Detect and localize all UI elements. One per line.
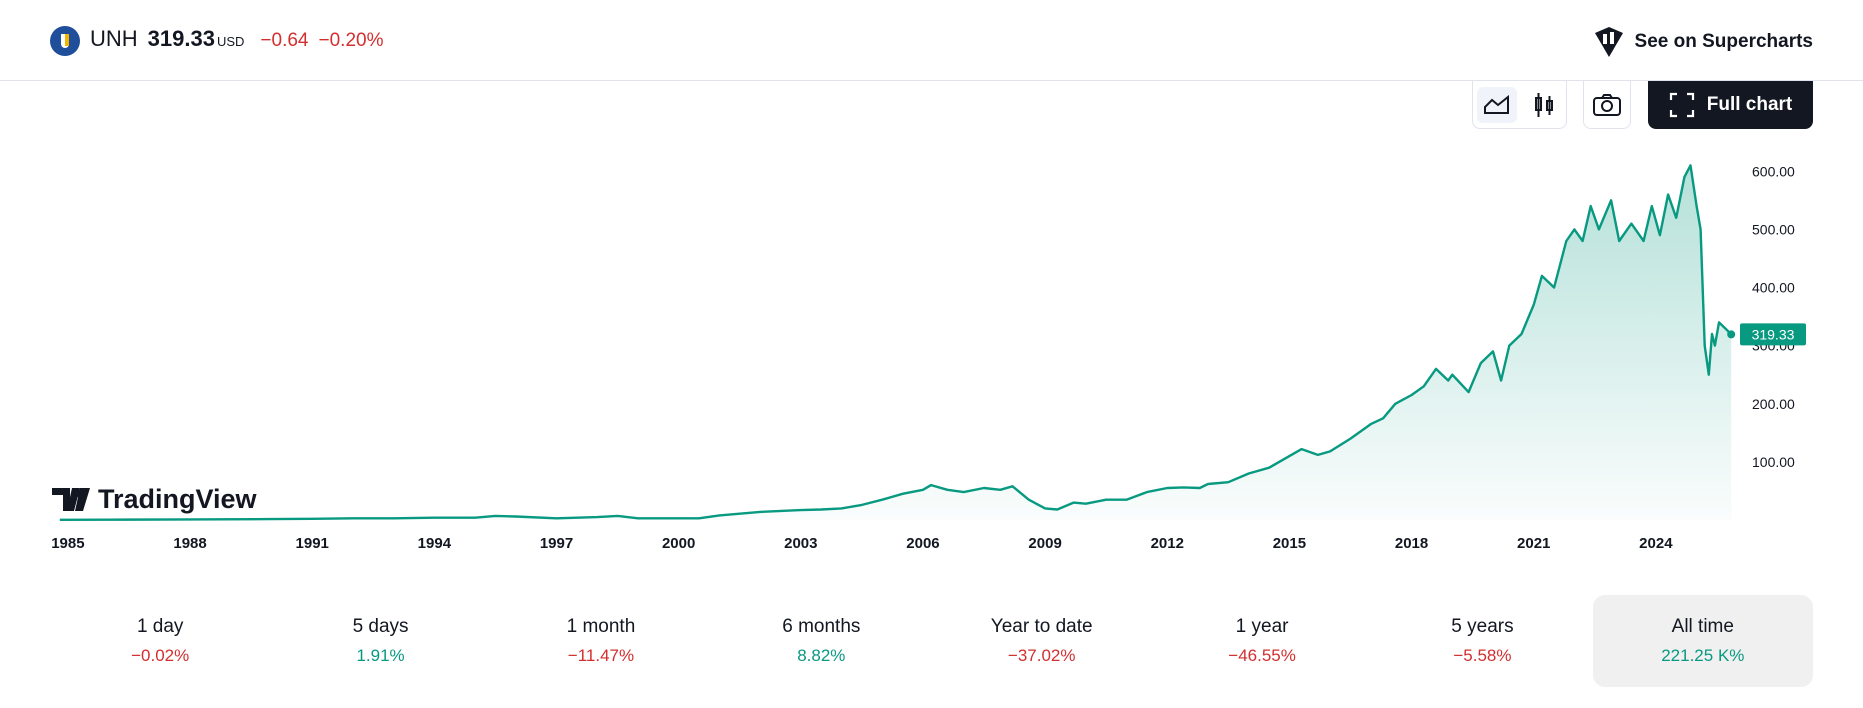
header: UNH 319.33 USD −0.64 −0.20% See on Super… [0,0,1863,81]
full-chart-label: Full chart [1706,94,1793,115]
snapshot-button[interactable] [1583,81,1631,129]
camera-icon [1593,93,1621,116]
period-label: Year to date [990,616,1093,637]
period-change: 8.82% [797,646,846,665]
period[interactable]: Year to date −37.02% [932,595,1152,687]
change: −0.64 [260,30,309,51]
x-tick-label: 1985 [51,535,84,552]
period-label: All time [1671,616,1734,637]
area-icon [1484,94,1510,114]
x-tick-label: 2024 [1639,535,1673,552]
y-tick-label: 100.00 [1752,454,1795,470]
currency: USD [216,34,245,49]
period-row: 1 day −0.02% 5 days 1.91% 1 month −11.47% 6 mo… [50,595,1813,687]
period-label: 5 days [352,616,409,637]
x-tick-label: 1991 [296,535,329,552]
x-tick-label: 1988 [173,535,206,552]
x-tick-label: 2009 [1028,535,1061,552]
price-line [59,164,1733,521]
period[interactable]: 1 day −0.02% [50,595,270,687]
x-tick-label: 2006 [906,535,939,552]
watermark: TradingView [52,484,258,514]
last-price-badge [1740,323,1806,346]
period-label: 1 year [1235,616,1289,637]
period-change: −11.47% [567,646,635,665]
x-tick-label: 1997 [540,535,573,552]
y-tick-label: 200.00 [1752,396,1795,412]
symbol-logo [50,26,80,56]
symbol: UNH [90,26,138,51]
period-change: −46.55% [1228,646,1296,665]
area-fill [59,165,1732,520]
last-price-label: 319.33 [1752,326,1795,342]
period[interactable]: 1 month −11.47% [491,595,711,687]
period-change: 221.25 K% [1661,646,1745,665]
quote: UNH 319.33 USD −0.64 −0.20% [50,26,383,56]
area-style-button[interactable] [1477,86,1518,123]
period[interactable]: 5 years −5.58% [1372,595,1592,687]
period[interactable]: 5 days 1.91% [270,595,490,687]
y-tick-label: 600.00 [1752,163,1795,179]
price: 319.33 [147,26,215,51]
change-percent: −0.20% [318,30,384,51]
chart-style-group [1472,81,1567,129]
x-tick-label: 2000 [662,535,695,552]
x-tick-label: 2003 [784,535,817,552]
supercharts-link[interactable]: See on Supercharts [1593,27,1813,57]
y-tick-label: 500.00 [1752,221,1795,237]
y-tick-label: 400.00 [1752,280,1795,296]
period-label: 1 month [566,616,636,637]
chart: TradingView 100.00200.00300.00400.00500.… [51,163,1806,552]
period-label: 6 months [782,616,861,637]
x-tick-label: 2012 [1151,535,1184,552]
period[interactable]: 6 months 8.82% [711,595,931,687]
period-change: −5.58% [1453,646,1512,665]
watermark-text: TradingView [98,484,258,514]
period[interactable]: All time 221.25 K% [1592,595,1813,687]
period-label: 1 day [136,616,184,637]
candle-icon [1534,92,1553,117]
period-change: −37.02% [1007,646,1076,665]
period-change: −0.02% [131,646,190,665]
x-tick-label: 2018 [1395,535,1428,552]
link-text: See on Supercharts [1634,31,1813,52]
period-label: 5 years [1451,616,1514,637]
period[interactable]: 1 year −46.55% [1152,595,1372,687]
period-change: 1.91% [356,646,405,665]
x-tick-label: 2021 [1517,535,1550,552]
x-tick-label: 1994 [418,535,452,552]
supercharts-icon [1594,27,1623,57]
last-point [1727,330,1736,339]
full-chart-button[interactable]: Full chart [1648,81,1813,129]
x-tick-label: 2015 [1273,535,1306,552]
fullscreen-icon [1669,92,1694,118]
candle-style-button[interactable] [1526,87,1562,123]
